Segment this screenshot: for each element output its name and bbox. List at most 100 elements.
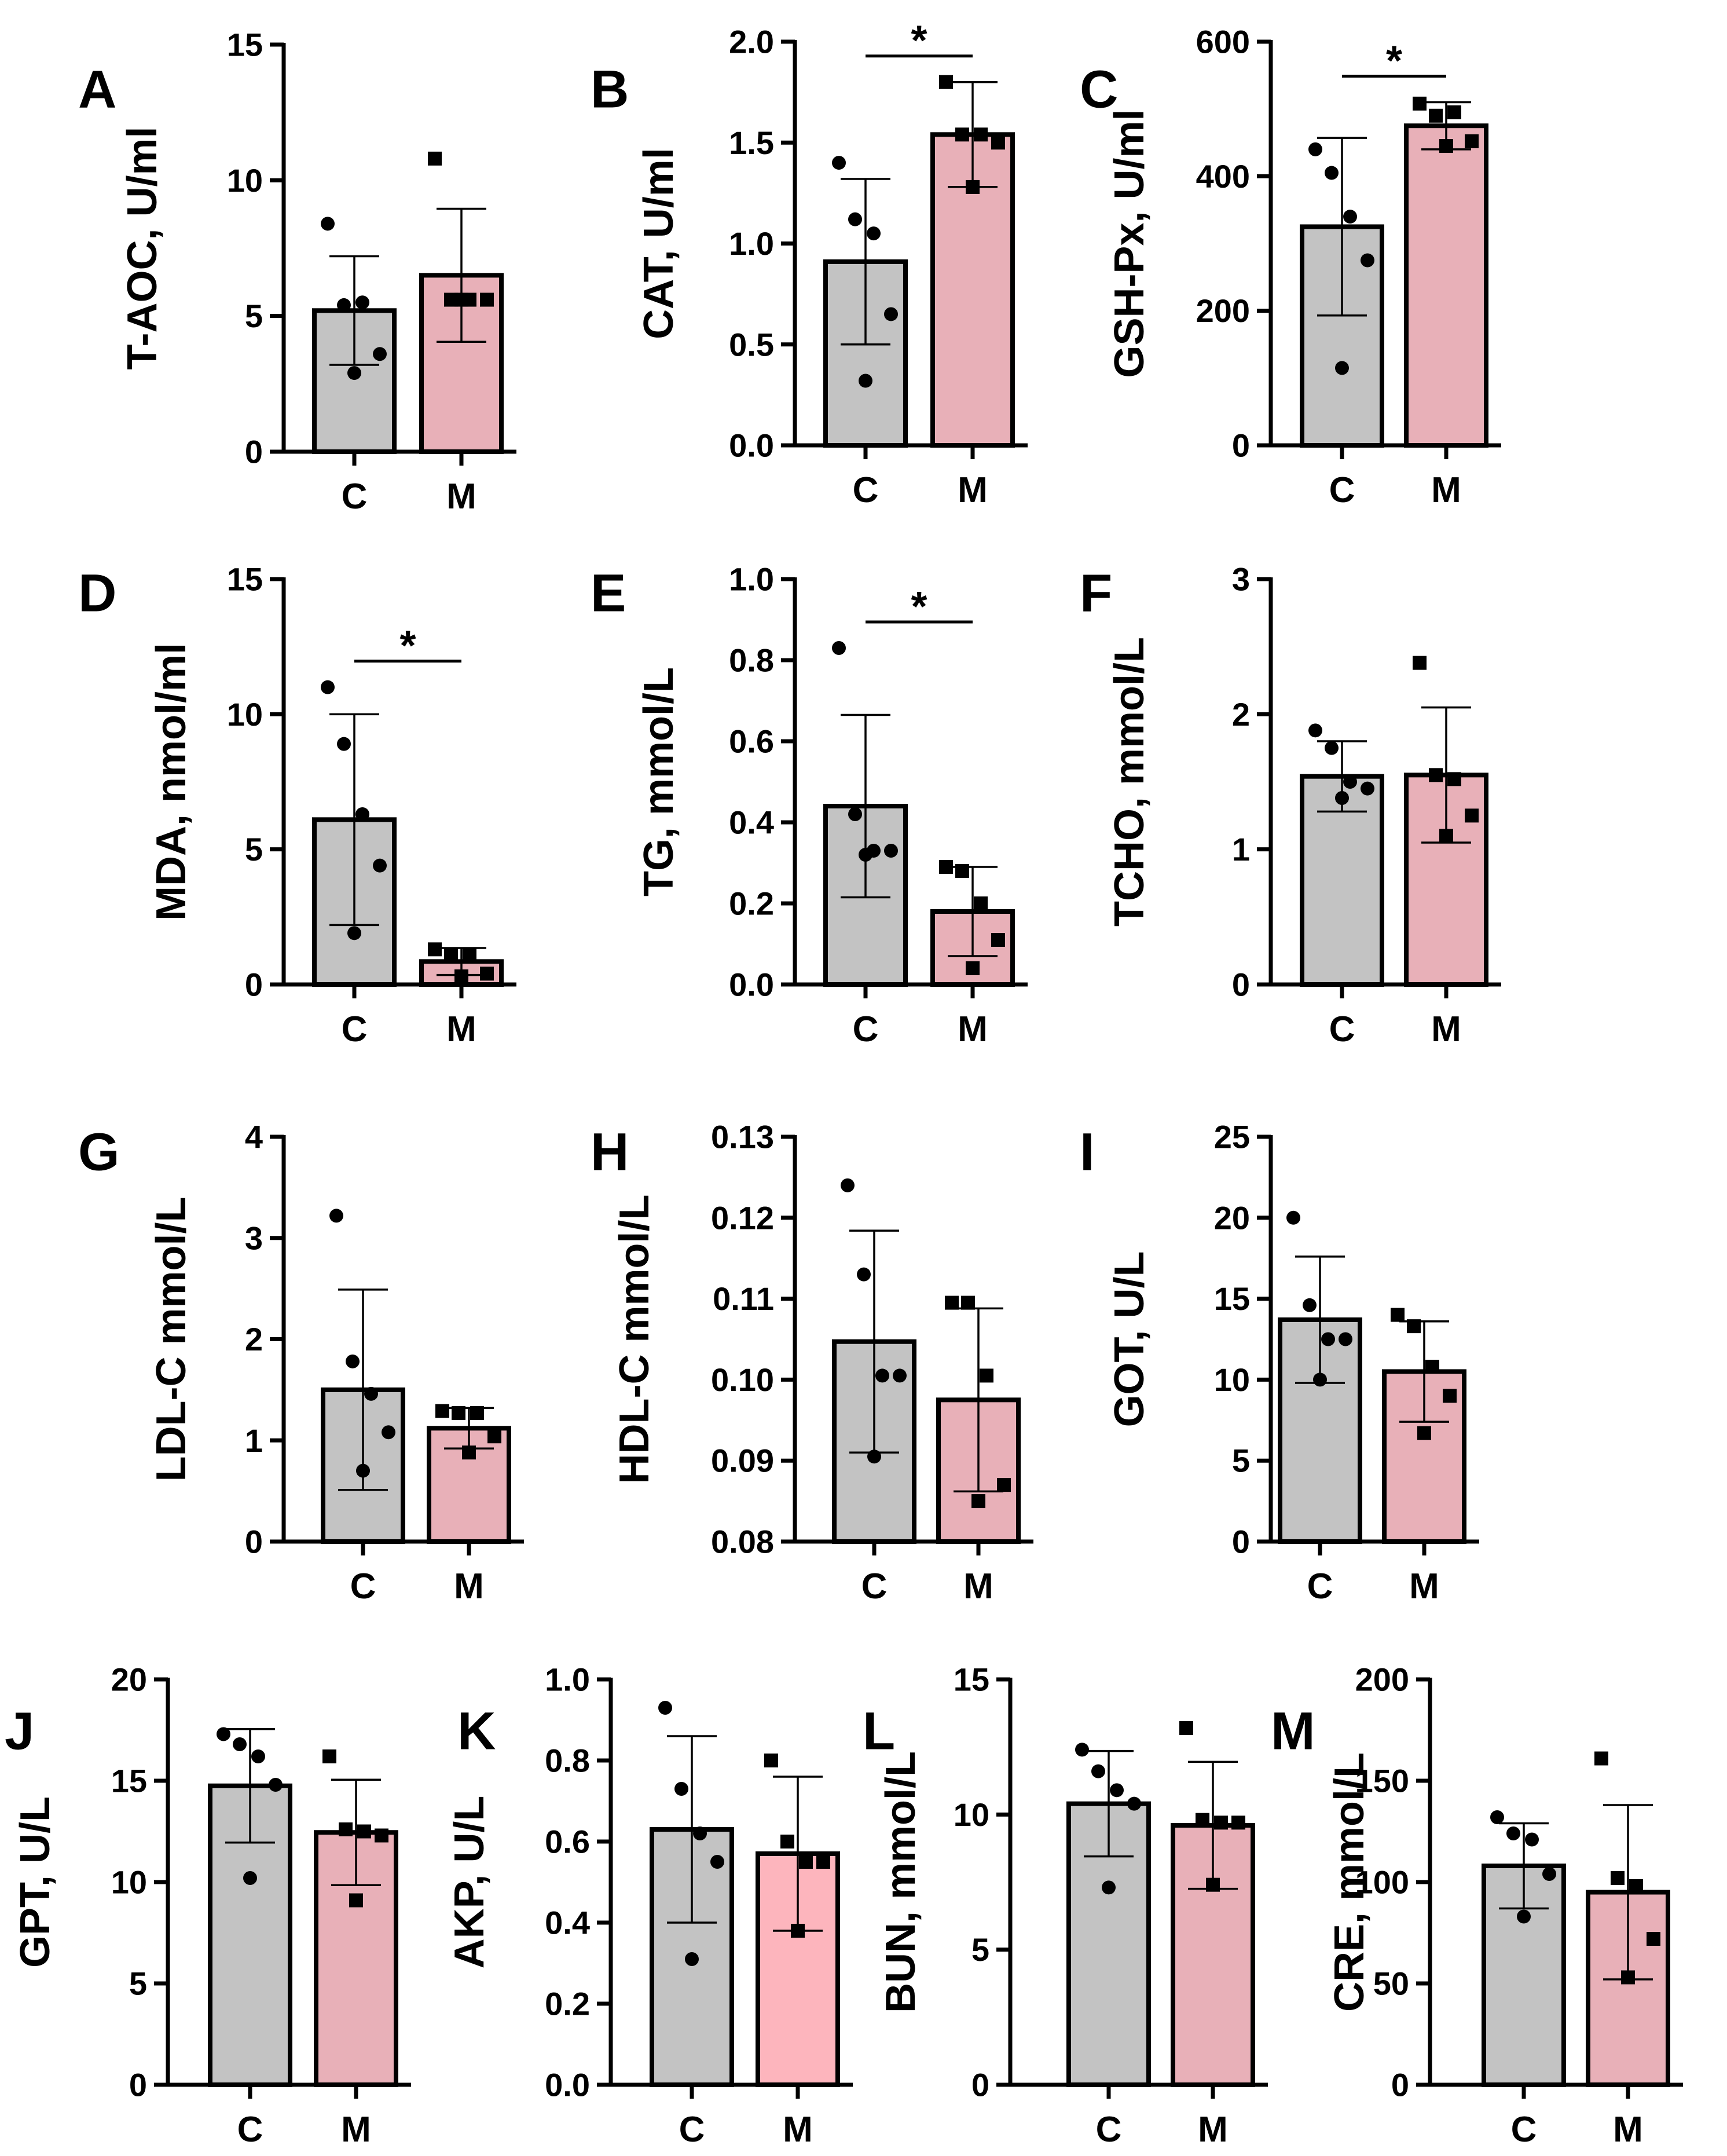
- y-axis-label: GSH-Px, U/ml: [1106, 109, 1153, 378]
- data-point-c: [329, 1209, 343, 1223]
- y-tick-label: 4: [245, 1119, 263, 1155]
- y-axis-label: GOT, U/L: [1106, 1251, 1153, 1427]
- significance-marker: *: [1386, 38, 1402, 85]
- data-point-c: [1506, 1826, 1520, 1840]
- data-point-m: [1447, 105, 1461, 119]
- data-point-c: [884, 307, 898, 321]
- y-tick-label: 0.0: [545, 2067, 590, 2103]
- data-point-c: [347, 926, 361, 940]
- y-tick-label: 5: [1232, 1443, 1250, 1479]
- y-tick-label: 0.11: [713, 1280, 774, 1317]
- data-point-m: [480, 292, 494, 307]
- data-point-c: [1308, 723, 1322, 738]
- y-axis-label: GPT, U/L: [12, 1796, 58, 1968]
- y-tick-label: 0.10: [711, 1361, 774, 1398]
- data-point-c: [337, 737, 351, 751]
- data-point-c: [269, 1778, 283, 1792]
- bar-m: [1404, 123, 1488, 448]
- data-point-c: [1335, 361, 1349, 375]
- y-tick-label: 10: [111, 1864, 147, 1901]
- data-point-c: [1343, 210, 1357, 224]
- data-point-c: [355, 295, 369, 310]
- y-tick-label: 0: [245, 967, 263, 1003]
- data-point-m: [1447, 772, 1461, 786]
- data-point-c: [693, 1826, 707, 1840]
- panel-letter: E: [591, 564, 626, 623]
- data-point-m: [945, 1295, 959, 1310]
- data-point-c: [875, 1368, 889, 1383]
- data-point-m: [322, 1749, 336, 1763]
- y-tick-label: 0.09: [711, 1443, 774, 1479]
- data-point-m: [480, 967, 494, 981]
- y-axis-label: T-AOC, U/ml: [119, 126, 166, 369]
- data-point-m: [791, 1924, 805, 1938]
- y-tick-label: 0.12: [711, 1199, 774, 1236]
- y-tick-label: 0.08: [711, 1524, 774, 1560]
- x-category-label: C: [342, 1009, 368, 1049]
- y-tick-label: 1: [1232, 831, 1250, 867]
- panel-letter: M: [1271, 1702, 1315, 1761]
- data-point-m: [816, 1855, 830, 1869]
- y-tick-label: 0.6: [729, 723, 774, 760]
- data-point-m: [1214, 1815, 1228, 1830]
- data-point-m: [997, 1478, 1011, 1492]
- panel-letter: B: [591, 60, 629, 119]
- x-category-label: M: [1613, 2110, 1643, 2150]
- x-category-label: M: [783, 2110, 813, 2150]
- data-point-m: [454, 969, 468, 983]
- y-axis-label: CRE, mmol/L: [1326, 1752, 1373, 2012]
- data-point-c: [1321, 1332, 1335, 1346]
- y-tick-label: 0.13: [711, 1119, 774, 1155]
- data-point-m: [1443, 1389, 1457, 1403]
- data-point-c: [1127, 1796, 1141, 1811]
- data-point-m: [955, 127, 969, 142]
- y-tick-label: 0: [1232, 1524, 1250, 1560]
- data-point-c: [373, 858, 387, 873]
- data-point-m: [1179, 1721, 1193, 1735]
- y-tick-label: 2: [1232, 696, 1250, 733]
- data-point-c: [355, 807, 369, 821]
- data-point-m: [939, 860, 953, 874]
- x-category-label: C: [342, 477, 368, 517]
- data-point-c: [685, 1952, 699, 1966]
- y-tick-label: 15: [954, 1661, 989, 1698]
- data-point-c: [1308, 142, 1322, 156]
- data-point-m: [435, 1404, 449, 1418]
- data-point-m: [1594, 1751, 1608, 1766]
- data-point-c: [217, 1727, 230, 1741]
- y-axis-label: HDL-C mmol/L: [611, 1195, 658, 1484]
- data-point-c: [1361, 253, 1374, 268]
- data-point-c: [1102, 1880, 1116, 1895]
- x-category-label: C: [350, 1566, 376, 1606]
- data-point-m: [428, 942, 442, 957]
- x-category-label: C: [1511, 2110, 1537, 2150]
- y-tick-label: 15: [227, 27, 263, 63]
- data-point-m: [1465, 134, 1479, 148]
- panel-letter: C: [1080, 60, 1118, 119]
- y-axis-label: AKP, U/L: [446, 1796, 493, 1969]
- y-tick-label: 0: [245, 1524, 263, 1560]
- y-axis-label: TCHO, mmol/L: [1106, 637, 1153, 927]
- data-point-c: [1542, 1867, 1556, 1881]
- y-tick-label: 0: [129, 2067, 147, 2103]
- y-tick-label: 15: [1214, 1280, 1250, 1317]
- x-category-label: C: [237, 2110, 263, 2150]
- y-tick-label: 400: [1196, 158, 1250, 195]
- x-category-label: M: [958, 470, 988, 510]
- data-point-c: [321, 680, 335, 694]
- y-tick-label: 0.4: [729, 804, 774, 841]
- data-point-m: [971, 1494, 985, 1509]
- data-point-c: [356, 1463, 370, 1478]
- y-tick-label: 200: [1196, 292, 1250, 329]
- data-point-c: [233, 1737, 247, 1751]
- panel-letter: K: [457, 1702, 496, 1761]
- x-category-label: M: [341, 2110, 371, 2150]
- panel-letter: D: [78, 564, 116, 623]
- data-point-m: [454, 292, 468, 307]
- data-point-c: [859, 848, 872, 862]
- data-point-m: [428, 151, 442, 166]
- data-point-m: [1407, 1319, 1421, 1334]
